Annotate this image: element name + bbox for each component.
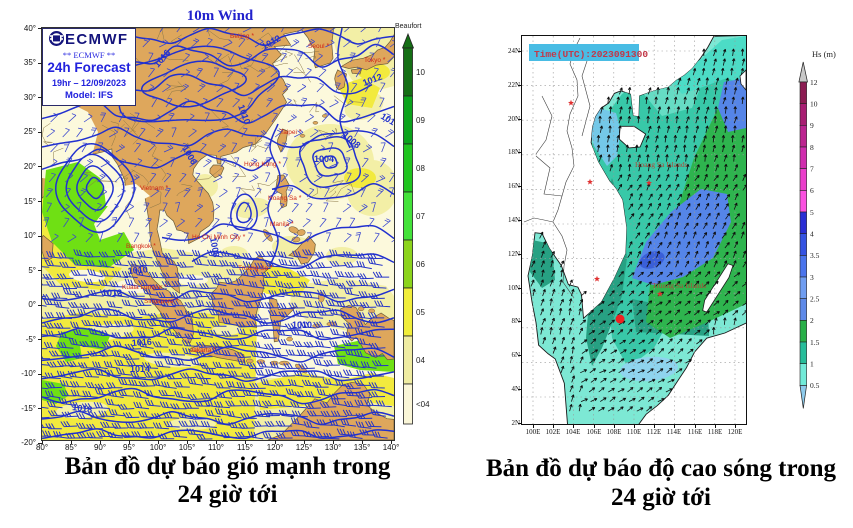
svg-text:<04: <04	[416, 400, 430, 409]
svg-text:Jakarta *: Jakarta *	[190, 347, 216, 354]
svg-text:2.5: 2.5	[810, 295, 820, 304]
svg-text:Seoul *: Seoul *	[308, 43, 329, 50]
svg-text:0.5: 0.5	[810, 381, 820, 390]
svg-text:1.5: 1.5	[810, 338, 820, 347]
svg-text:Ho Chi Minh City *: Ho Chi Minh City *	[192, 234, 246, 241]
svg-text:Truong Sa Islands: Truong Sa Islands	[652, 281, 706, 290]
svg-text:Hoang Sa Islands: Hoang Sa Islands	[635, 160, 688, 169]
svg-text:10: 10	[810, 100, 818, 109]
svg-text:09: 09	[416, 116, 425, 125]
svg-text:Manila *: Manila *	[270, 221, 294, 228]
svg-text:1: 1	[810, 360, 814, 369]
svg-text:Beijing *: Beijing *	[230, 33, 254, 40]
svg-text:1012: 1012	[102, 288, 122, 298]
svg-text:1004: 1004	[314, 154, 334, 164]
svg-text:8: 8	[810, 143, 814, 152]
svg-text:Kuala Lumpur *: Kuala Lumpur *	[122, 284, 167, 291]
svg-text:1014: 1014	[130, 364, 150, 374]
svg-text:06: 06	[416, 260, 425, 269]
svg-text:Time(UTC):2023091300: Time(UTC):2023091300	[534, 49, 648, 60]
svg-text:Hs (m): Hs (m)	[812, 49, 836, 59]
svg-text:6: 6	[810, 186, 814, 195]
svg-text:2: 2	[810, 316, 814, 325]
svg-text:05: 05	[416, 308, 425, 317]
svg-text:Taipei *: Taipei *	[280, 129, 302, 136]
svg-text:7: 7	[810, 165, 814, 174]
svg-text:12: 12	[810, 78, 818, 87]
svg-text:ECMWF: ECMWF	[65, 31, 127, 46]
svg-text:Vietnam *: Vietnam *	[140, 185, 169, 192]
svg-text:Bangkok *: Bangkok *	[126, 243, 156, 250]
svg-text:Truong Sa *: Truong Sa *	[238, 265, 273, 272]
svg-text:9: 9	[810, 121, 814, 130]
svg-text:4: 4	[810, 230, 814, 239]
svg-text:Tokyo *: Tokyo *	[364, 57, 386, 64]
svg-text:3: 3	[810, 273, 814, 282]
svg-text:04: 04	[416, 356, 425, 365]
svg-text:07: 07	[416, 212, 425, 221]
svg-text:Singapore *: Singapore *	[144, 298, 178, 305]
svg-text:Hoang Sa *: Hoang Sa *	[268, 195, 302, 202]
svg-text:3.5: 3.5	[810, 251, 820, 260]
svg-text:08: 08	[416, 164, 425, 173]
svg-text:5: 5	[810, 208, 814, 217]
svg-text:Beaufort: Beaufort	[395, 23, 422, 30]
svg-text:Hong Kong *: Hong Kong *	[244, 161, 281, 168]
svg-text:10: 10	[416, 68, 425, 77]
